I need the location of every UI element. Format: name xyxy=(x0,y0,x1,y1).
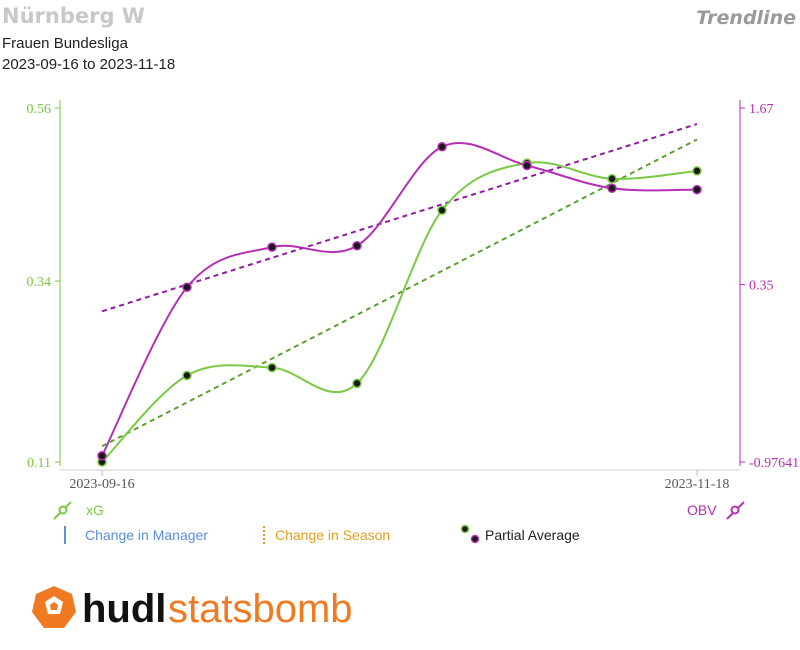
right-tick-label: 1.67 xyxy=(749,102,774,117)
hudl-statsbomb-logo: hudl statsbomb xyxy=(32,582,372,638)
xg-trendline xyxy=(101,138,698,448)
legend-partial-average[interactable]: Partial Average xyxy=(460,524,580,544)
logo-hudl-text: hudl xyxy=(82,587,166,631)
xg-data-point[interactable] xyxy=(437,205,447,216)
chart-kind-label: Trendline xyxy=(696,7,796,29)
series-lines xyxy=(101,141,698,463)
legend-change-manager[interactable]: Change in Manager xyxy=(64,526,208,544)
legend-xg[interactable]: xG xyxy=(53,501,104,520)
legend-change-season[interactable]: Change in Season xyxy=(263,526,390,544)
xg-series-line xyxy=(101,161,698,463)
legend-partial-average-label: Partial Average xyxy=(485,527,580,543)
obv-data-point[interactable] xyxy=(692,184,702,195)
partial-average-obv-icon xyxy=(470,534,480,544)
axes: 0.56 0.34 0.11 1.67 0.35 -0.97641 2023-09-16 20… xyxy=(27,100,799,492)
legend-season-label: Change in Season xyxy=(275,527,390,543)
right-tick-label: 0.35 xyxy=(749,279,774,294)
series-points xyxy=(97,142,702,467)
obv-data-point[interactable] xyxy=(352,241,362,251)
obv-data-point[interactable] xyxy=(182,282,192,292)
competition-label: Frauen Bundesliga xyxy=(2,35,128,52)
obv-data-point[interactable] xyxy=(97,451,107,461)
trendlines xyxy=(101,123,698,448)
xg-data-point[interactable] xyxy=(692,166,702,176)
obv-data-point[interactable] xyxy=(522,160,532,171)
x-tick-label: 2023-11-18 xyxy=(665,477,730,492)
statsbomb-badge-icon xyxy=(32,586,76,628)
partial-average-xg-icon xyxy=(460,524,470,534)
right-tick-label: -0.97641 xyxy=(749,456,799,471)
obv-data-point[interactable] xyxy=(607,183,617,194)
logo-statsbomb-text: statsbomb xyxy=(168,587,353,631)
x-tick-label: 2023-09-16 xyxy=(69,477,134,492)
team-title: Nürnberg W xyxy=(2,4,145,28)
left-tick-label: 0.34 xyxy=(27,275,52,290)
obv-data-point[interactable] xyxy=(267,242,277,252)
legend-obv[interactable]: OBV xyxy=(687,501,745,520)
left-tick-label: 0.56 xyxy=(27,102,52,117)
obv-data-point[interactable] xyxy=(437,142,447,152)
obv-trendline xyxy=(101,123,698,313)
xg-data-point[interactable] xyxy=(352,378,362,389)
legend-xg-label: xG xyxy=(86,502,104,518)
legend-manager-label: Change in Manager xyxy=(85,527,208,543)
xg-data-point[interactable] xyxy=(607,174,617,184)
date-range-label: 2023-09-16 to 2023-11-18 xyxy=(2,56,176,73)
obv-legend-marker-icon xyxy=(730,505,740,515)
xg-data-point[interactable] xyxy=(267,362,277,373)
legend-obv-label: OBV xyxy=(687,502,717,518)
xg-data-point[interactable] xyxy=(182,370,192,381)
left-tick-label: 0.11 xyxy=(27,456,51,471)
xg-legend-marker-icon xyxy=(58,505,68,515)
